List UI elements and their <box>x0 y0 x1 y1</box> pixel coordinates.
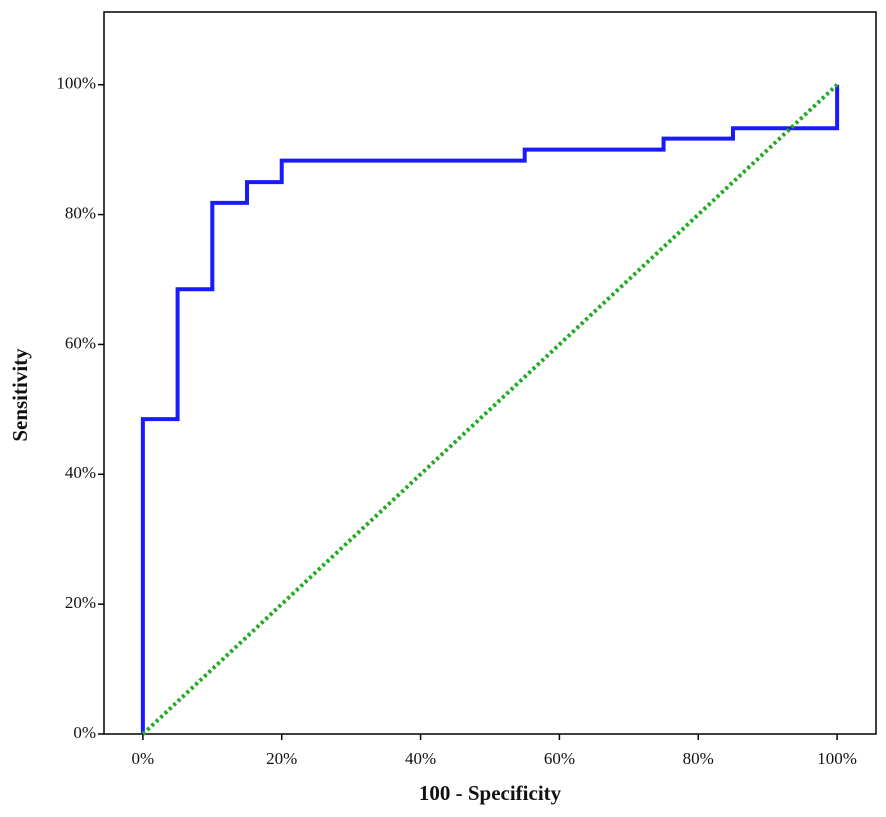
y-tick-label: 20% <box>65 593 96 612</box>
x-tick-label: 100% <box>817 749 857 768</box>
x-tick-label: 60% <box>544 749 575 768</box>
y-axis-title: Sensitivity <box>8 348 32 442</box>
x-axis-title: 100 - Specificity <box>419 781 562 805</box>
y-tick-label: 60% <box>65 333 96 352</box>
roc-line <box>141 83 839 736</box>
x-tick-label: 0% <box>132 749 155 768</box>
x-tick-label: 20% <box>266 749 297 768</box>
y-tick-label: 100% <box>56 74 96 93</box>
roc-line <box>140 84 840 734</box>
y-tick-label: 40% <box>65 463 96 482</box>
y-tick-label: 80% <box>65 203 96 222</box>
x-tick-label: 40% <box>405 749 436 768</box>
plot-frame <box>103 11 877 735</box>
y-tick-label: 0% <box>73 723 96 742</box>
x-tick-label: 80% <box>683 749 714 768</box>
